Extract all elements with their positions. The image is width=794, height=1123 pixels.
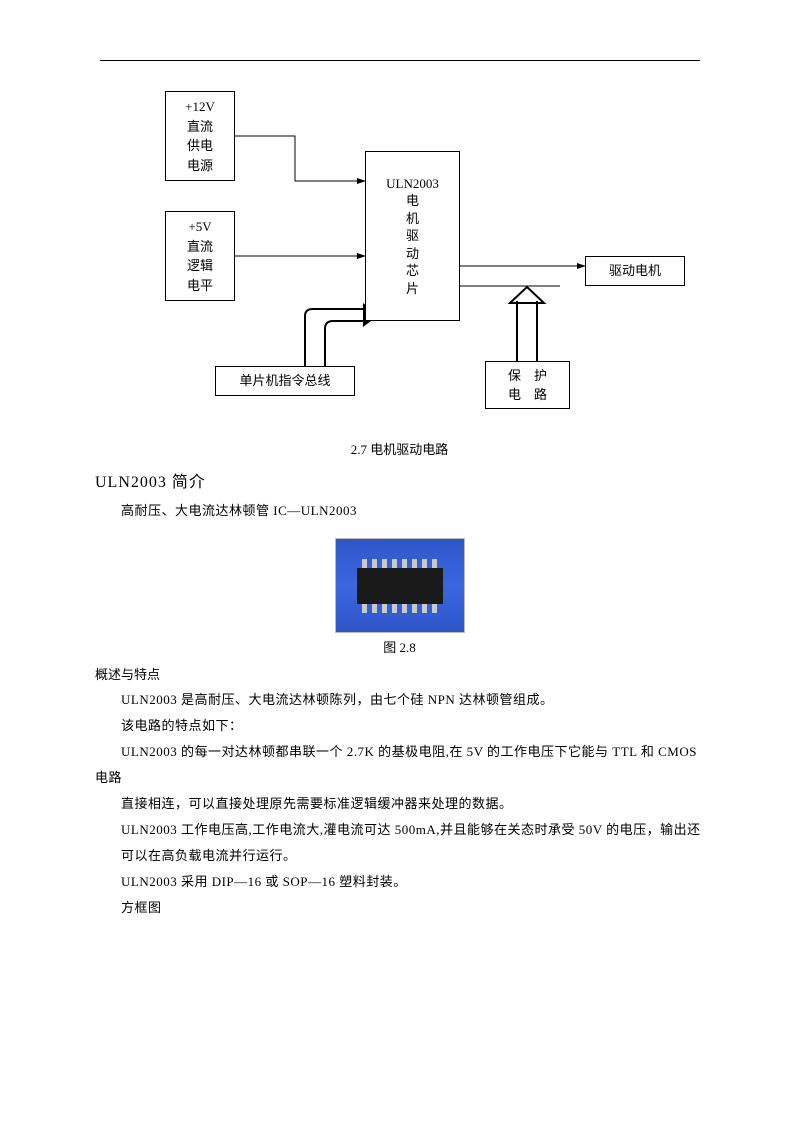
chip-pin — [412, 559, 417, 568]
chip-body — [357, 568, 443, 604]
node-text: 保 护 — [508, 366, 547, 386]
heading-uln2003: ULN2003 简介 — [95, 468, 704, 492]
chip-pin — [362, 559, 367, 568]
node-text: 直流 — [187, 237, 213, 257]
paragraph: ULN2003 采用 DIP—16 或 SOP—16 塑料封装。 — [95, 869, 704, 895]
paragraph: ULN2003 的每一对达林顿都串联一个 2.7K 的基极电阻,在 5V 的工作… — [95, 739, 704, 791]
chip-pin — [372, 604, 377, 613]
chip-pin — [432, 559, 437, 568]
figure-caption: 图 2.8 — [383, 637, 416, 656]
node-text: 供电 — [187, 136, 213, 156]
paragraph: 可以在高负载电流并行运行。 — [95, 843, 704, 869]
node-power-5v: +5V 直流 逻辑 电平 — [165, 211, 235, 301]
top-rule — [100, 60, 700, 61]
paragraph: ULN2003 工作电压高,工作电流大,灌电流可达 500mA,并且能够在关态时… — [95, 817, 704, 843]
intro-line: 高耐压、大电流达林顿管 IC—ULN2003 — [95, 498, 704, 524]
node-text: 机 — [406, 210, 419, 228]
node-text: +12V — [185, 97, 215, 117]
node-text: 电 — [406, 192, 419, 210]
paragraph: ULN2003 是高耐压、大电流达林顿陈列，由七个硅 NPN 达林顿管组成。 — [95, 687, 704, 713]
node-text: 芯 — [406, 262, 419, 280]
chip-pin — [372, 559, 377, 568]
node-power-12v: +12V 直流 供电 电源 — [165, 91, 235, 181]
chip-image — [335, 538, 465, 633]
chip-pin — [392, 604, 397, 613]
chip-pin — [382, 604, 387, 613]
chip-pin — [412, 604, 417, 613]
chip-pin — [392, 559, 397, 568]
paragraph: 直接相连，可以直接处理原先需要标准逻辑缓冲器来处理的数据。 — [95, 791, 704, 817]
paragraph: 该电路的特点如下： — [95, 713, 704, 739]
paragraph: 方框图 — [95, 895, 704, 921]
node-text: 驱动电机 — [609, 261, 661, 281]
node-text: ULN2003 — [386, 175, 439, 193]
chip-pin — [402, 604, 407, 613]
node-text: 直流 — [187, 117, 213, 137]
chip-pin — [362, 604, 367, 613]
block-diagram: +12V 直流 供电 电源 +5V 直流 逻辑 电平 ULN2003 电 机 驱… — [155, 91, 715, 421]
node-uln2003: ULN2003 电 机 驱 动 芯 片 — [365, 151, 460, 321]
node-motor: 驱动电机 — [585, 256, 685, 286]
chip-pin — [422, 604, 427, 613]
node-text: 驱 — [406, 227, 419, 245]
node-text: +5V — [188, 217, 211, 237]
node-text: 电平 — [187, 276, 213, 296]
node-text: 电 路 — [508, 385, 547, 405]
node-text: 电源 — [187, 156, 213, 176]
chip-figure: 图 2.8 — [95, 538, 704, 656]
sub-heading-features: 概述与特点 — [95, 664, 704, 683]
node-text: 片 — [406, 280, 419, 298]
node-text: 单片机指令总线 — [239, 371, 330, 391]
node-mcu-bus: 单片机指令总线 — [215, 366, 355, 396]
node-protect: 保 护 电 路 — [485, 361, 570, 409]
chip-pin — [402, 559, 407, 568]
diagram-caption: 2.7 电机驱动电路 — [95, 439, 704, 458]
chip-pin — [422, 559, 427, 568]
chip-pin — [432, 604, 437, 613]
node-text: 逻辑 — [187, 256, 213, 276]
chip-pin — [382, 559, 387, 568]
node-text: 动 — [406, 245, 419, 263]
